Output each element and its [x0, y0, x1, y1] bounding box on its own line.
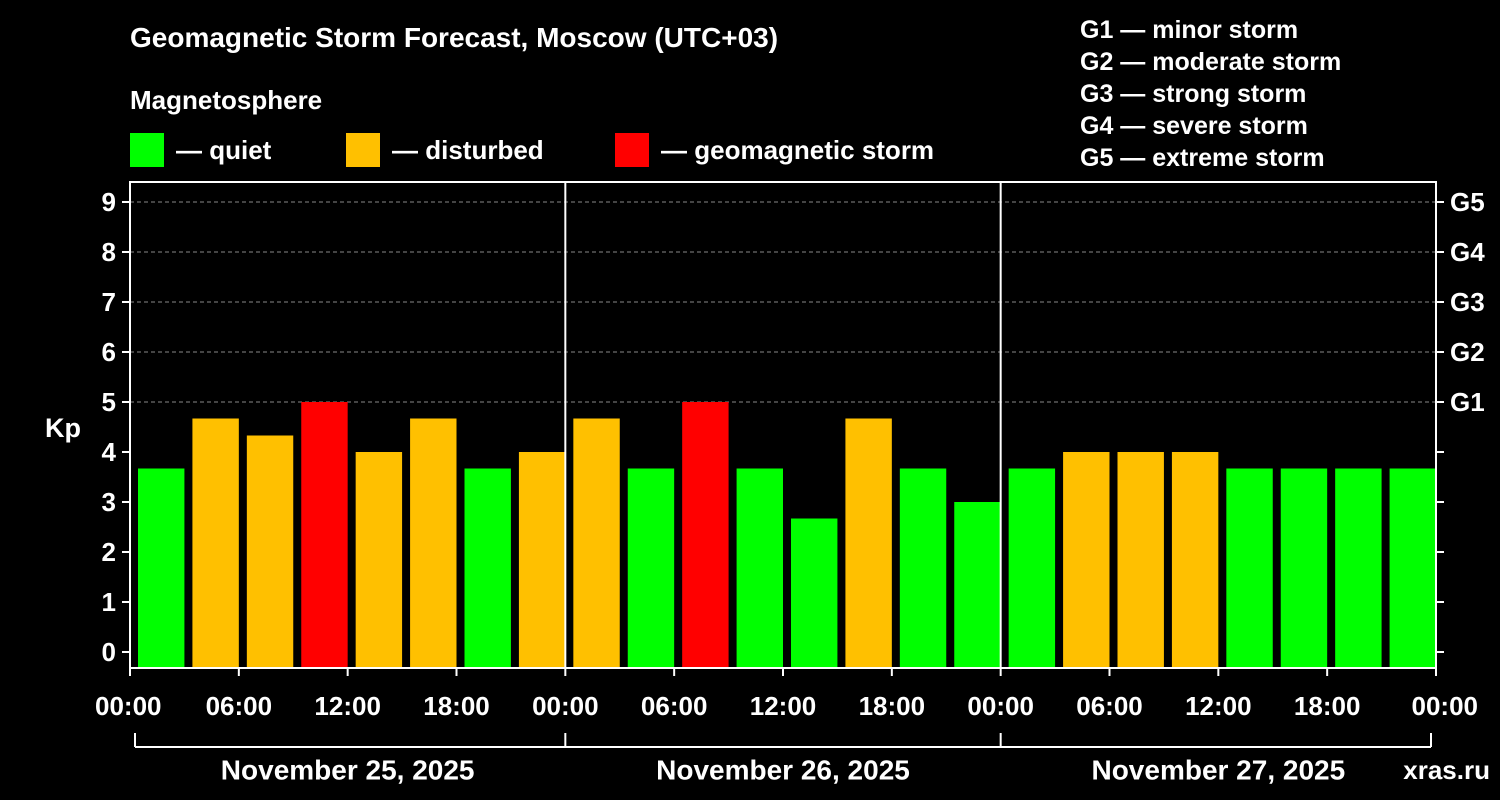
kp-bar-17: [1063, 452, 1110, 668]
x-tick-label-12: 00:00: [1412, 691, 1479, 721]
x-tick-label-0: 00:00: [95, 691, 162, 721]
x-tick-label-8: 00:00: [967, 691, 1034, 721]
legend-swatch-quiet: [130, 133, 164, 167]
y-tick-label-1: 1: [102, 587, 116, 617]
g-level-label-g5: G5: [1450, 187, 1485, 217]
x-tick-label-11: 18:00: [1294, 691, 1361, 721]
kp-bar-3: [301, 402, 348, 668]
y-tick-label-5: 5: [102, 387, 116, 417]
day-label-0: November 25, 2025: [221, 755, 475, 786]
chart-subtitle: Magnetosphere: [130, 85, 323, 115]
g-legend-g3: G3 — strong storm: [1080, 80, 1307, 108]
kp-bar-23: [1389, 468, 1436, 668]
g-level-label-g2: G2: [1450, 337, 1485, 367]
day-label-2: November 27, 2025: [1091, 755, 1345, 786]
kp-bar-18: [1117, 452, 1164, 668]
legend-item-disturbed: — disturbed: [346, 133, 544, 167]
x-tick-label-1: 06:00: [206, 691, 273, 721]
kp-bar-15: [954, 502, 1001, 668]
kp-bar-20: [1226, 468, 1273, 668]
y-tick-label-4: 4: [102, 437, 117, 467]
kp-bar-22: [1335, 468, 1382, 668]
y-tick-label-2: 2: [102, 537, 116, 567]
y-tick-label-0: 0: [102, 637, 116, 667]
x-tick-label-6: 12:00: [750, 691, 817, 721]
y-tick-label-3: 3: [102, 487, 116, 517]
kp-bar-13: [845, 418, 892, 668]
legend-label-quiet: — quiet: [176, 134, 272, 165]
kp-bar-10: [682, 402, 729, 668]
legend-label-storm: — geomagnetic storm: [661, 134, 935, 165]
kp-bar-14: [899, 468, 947, 668]
g-legend-g5: G5 — extreme storm: [1080, 144, 1325, 172]
kp-bar-1: [192, 418, 239, 668]
kp-bar-12: [791, 518, 838, 668]
kp-bar-0: [138, 468, 185, 668]
g-legend-g2: G2 — moderate storm: [1080, 48, 1342, 76]
kp-bar-9: [627, 468, 675, 668]
x-tick-label-9: 06:00: [1076, 691, 1143, 721]
y-tick-label-8: 8: [102, 237, 116, 267]
g-legend-g1: G1 — minor storm: [1080, 16, 1299, 44]
kp-bar-7: [518, 452, 566, 668]
kp-bar-6: [464, 468, 511, 668]
x-tick-label-10: 12:00: [1185, 691, 1252, 721]
y-tick-label-7: 7: [102, 287, 116, 317]
g-level-label-g1: G1: [1450, 387, 1485, 417]
legend-item-storm: — geomagnetic storm: [615, 133, 934, 167]
kp-bar-21: [1280, 468, 1328, 668]
g-scale-legend: G1 — minor storm G2 — moderate storm G3 …: [1080, 14, 1341, 174]
g-legend-g4: G4 — severe storm: [1080, 112, 1308, 140]
watermark: xras.ru: [1403, 755, 1490, 785]
chart-title: Geomagnetic Storm Forecast, Moscow (UTC+…: [130, 22, 779, 53]
kp-bar-8: [573, 418, 620, 668]
x-tick-label-3: 18:00: [423, 691, 490, 721]
x-tick-label-7: 18:00: [859, 691, 926, 721]
g-level-label-g3: G3: [1450, 287, 1485, 317]
kp-bar-5: [410, 418, 457, 668]
y-axis-label: Kp: [45, 413, 81, 443]
g-level-label-g4: G4: [1450, 237, 1485, 267]
kp-bar-19: [1171, 452, 1219, 668]
day-label-1: November 26, 2025: [656, 755, 910, 786]
legend-swatch-disturbed: [346, 133, 380, 167]
x-tick-label-2: 12:00: [314, 691, 381, 721]
y-tick-label-6: 6: [102, 337, 116, 367]
legend-swatch-storm: [615, 133, 649, 167]
x-tick-label-5: 06:00: [641, 691, 708, 721]
x-tick-label-4: 00:00: [532, 691, 599, 721]
legend-item-quiet: — quiet: [130, 133, 271, 167]
kp-bar-4: [355, 452, 403, 668]
kp-bar-16: [1008, 468, 1056, 668]
y-tick-label-9: 9: [102, 187, 116, 217]
kp-bar-2: [246, 435, 294, 668]
kp-bar-11: [736, 468, 783, 668]
legend-label-disturbed: — disturbed: [392, 134, 544, 165]
